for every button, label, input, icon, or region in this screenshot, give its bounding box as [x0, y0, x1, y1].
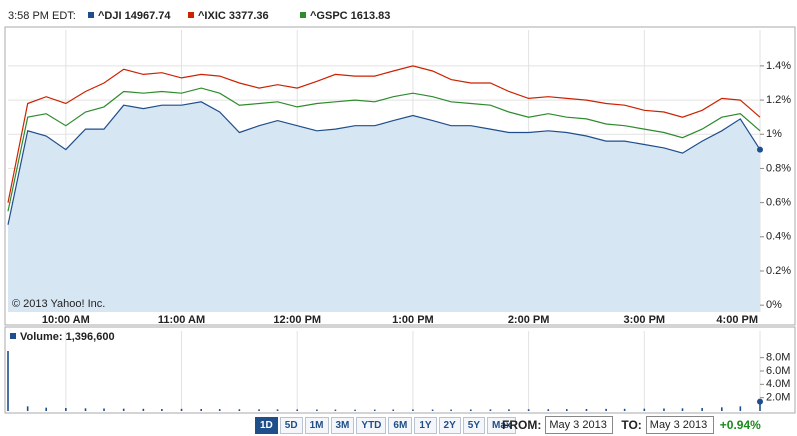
- volume-bar: [643, 408, 646, 411]
- line: [7, 65, 761, 203]
- y-tick-label: 1.4%: [766, 60, 791, 72]
- x-tick-label: 1:00 PM: [392, 314, 434, 326]
- x-tick-label: 10:00 AM: [42, 314, 90, 326]
- volume-bar: [508, 409, 510, 411]
- range-button[interactable]: 1M: [304, 416, 329, 434]
- from-input[interactable]: May 3 2013: [545, 416, 614, 434]
- y-tick-label: 4.0M: [766, 378, 790, 390]
- volume-bar: [142, 408, 145, 411]
- volume-bar: [218, 409, 221, 411]
- volume-bar: [180, 408, 183, 411]
- date-controls: FROM: May 3 2013 TO: May 3 2013 +0.94%: [502, 416, 761, 434]
- volume-bar: [276, 409, 279, 411]
- volume-bar: [585, 409, 588, 411]
- range-button[interactable]: 5Y: [462, 416, 486, 434]
- legend-label: ^GSPC 1613.83: [310, 10, 390, 22]
- line: [7, 87, 761, 212]
- legend-swatch: [300, 12, 306, 18]
- volume-bar: [65, 408, 67, 411]
- range-button[interactable]: 1D: [255, 416, 278, 434]
- volume-bar: [45, 407, 47, 411]
- volume-bar: [681, 408, 684, 411]
- copyright: © 2013 Yahoo! Inc.: [12, 298, 105, 310]
- volume-bar: [527, 409, 530, 411]
- time-label: 3:58 PM EDT:: [8, 10, 76, 22]
- area: [8, 101, 760, 312]
- volume-bar: [26, 406, 29, 411]
- change: +0.94%: [719, 418, 761, 432]
- x-tick-label: 11:00 AM: [158, 314, 205, 326]
- y-tick-label: 6.0M: [766, 365, 790, 377]
- volume-bar: [739, 406, 742, 411]
- volume-label: Volume: 1,396,600: [20, 331, 115, 343]
- x-tick-label: 2:00 PM: [508, 314, 550, 326]
- legend-swatch: [188, 12, 194, 18]
- range-buttons: 1D 5D 1M 3M YTD 6M 1Y 2Y 5Y Max: [255, 416, 518, 434]
- volume-bar: [469, 409, 472, 411]
- to-input[interactable]: May 3 2013: [645, 416, 714, 434]
- y-tick-label: 0.4%: [766, 231, 791, 243]
- volume-bar: [334, 409, 337, 411]
- volume-bar: [565, 409, 568, 411]
- from-label: FROM:: [502, 418, 542, 432]
- range-button[interactable]: 2Y: [438, 416, 461, 434]
- volume-bar: [122, 408, 125, 411]
- volume-bar: [200, 409, 203, 411]
- volume-bar: [316, 409, 318, 411]
- x-tick-label: 4:00 PM: [716, 314, 758, 326]
- volume-bar: [759, 401, 761, 411]
- panel-frame: [4, 26, 796, 326]
- volume-bar: [354, 409, 356, 411]
- volume-bar: [258, 409, 260, 411]
- volume-bar: [392, 409, 395, 411]
- y-tick-label: 0.6%: [766, 197, 791, 209]
- volume-bar: [84, 408, 87, 411]
- line: [7, 101, 761, 225]
- range-button[interactable]: 1Y: [414, 416, 437, 434]
- end-marker: [757, 398, 763, 405]
- volume-bar: [450, 409, 452, 411]
- range-button[interactable]: 6M: [388, 416, 413, 434]
- to-label: TO:: [621, 418, 642, 432]
- volume-bar: [296, 409, 299, 411]
- y-tick-label: 0%: [766, 299, 782, 311]
- volume-bar: [7, 351, 9, 411]
- volume-bar: [161, 409, 163, 411]
- volume-bar: [431, 409, 434, 411]
- volume-bar: [623, 408, 626, 411]
- volume-bar: [721, 407, 723, 411]
- volume-bar: [547, 409, 550, 411]
- chart: 3:58 PM EDT: 10:00 AM 11:00 AM 12:00 PM 1:0…: [4, 10, 796, 414]
- legend-label: ^IXIC 3377.36: [198, 10, 269, 22]
- legend-swatch: [88, 12, 94, 18]
- volume-bar: [373, 409, 376, 411]
- volume-bar: [605, 408, 607, 411]
- volume-bar: [103, 408, 105, 411]
- volume-bar: [489, 409, 492, 411]
- range-button[interactable]: 3M: [330, 416, 355, 434]
- y-tick-label: 0.2%: [766, 265, 791, 277]
- y-tick-label: 2.0M: [766, 392, 790, 404]
- y-tick-label: 1.2%: [766, 94, 791, 106]
- volume-bar: [238, 409, 241, 411]
- end-marker: [757, 146, 763, 153]
- range-button[interactable]: 5D: [279, 416, 303, 434]
- x-tick-label: 12:00 PM: [273, 314, 321, 326]
- panel-frame: [4, 326, 796, 414]
- legend-swatch: [10, 333, 16, 339]
- y-tick-label: 8.0M: [766, 352, 790, 364]
- range-button[interactable]: YTD: [356, 416, 387, 434]
- volume-bar: [701, 408, 703, 411]
- y-tick-label: 0.8%: [766, 162, 791, 174]
- volume-bar: [412, 409, 414, 411]
- y-tick-label: 1%: [766, 128, 782, 140]
- x-tick-label: 3:00 PM: [624, 314, 666, 326]
- legend-label: ^DJI 14967.74: [98, 10, 171, 22]
- range-button[interactable]: Max: [487, 416, 517, 434]
- volume-bar: [663, 408, 665, 411]
